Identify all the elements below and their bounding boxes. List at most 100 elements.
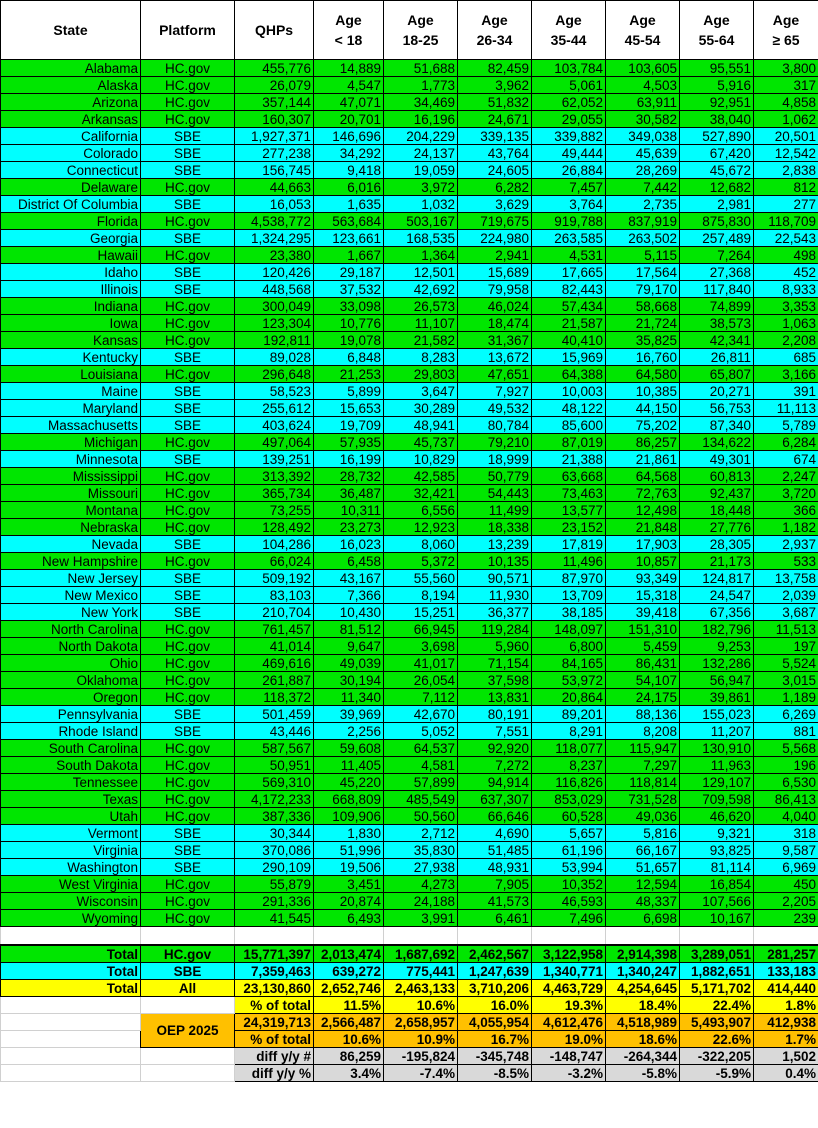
header-platform: Platform: [140, 0, 235, 60]
cell-platform: SBE: [140, 569, 235, 587]
cell-age-45-54: 86,257: [605, 433, 680, 451]
table-row: Florida HC.gov 4,538,772 563,684 503,167 719,…: [0, 212, 818, 230]
cell-age-45-54: 10,857: [605, 552, 680, 570]
cell-state: Vermont: [0, 824, 141, 842]
cell-age-45-54: 21,848: [605, 518, 680, 536]
total-state: Total: [0, 979, 141, 997]
cell-age-under-18: 19,506: [313, 858, 384, 876]
table-row: Missouri HC.gov 365,734 36,487 32,421 54,443 7…: [0, 484, 818, 502]
cell-age-under-18: 16,023: [313, 535, 384, 553]
cell-age-35-44: 11,496: [531, 552, 606, 570]
total-platform: HC.gov: [140, 944, 235, 963]
header-text: 26-34: [476, 32, 513, 48]
cell-age-under-18: 668,809: [313, 790, 384, 808]
cell-qhps: 469,616: [234, 654, 314, 672]
cell-age-55-64: 27,368: [679, 263, 754, 281]
cell-age-65-plus: 11,113: [753, 399, 818, 417]
cell-age-65-plus: 674: [753, 450, 818, 468]
cell-state: Hawaii: [0, 246, 141, 264]
table-row: District Of Columbia SBE 16,053 1,635 1,032 3…: [0, 195, 818, 213]
cell-platform: HC.gov: [140, 110, 235, 128]
cell-age-45-54: 54,107: [605, 671, 680, 689]
cell-age-26-34: 13,672: [457, 348, 532, 366]
cell-age-26-34: 18,474: [457, 314, 532, 332]
cell-age-35-44: 57,434: [531, 297, 606, 315]
header-qhps: QHPs: [234, 0, 314, 60]
cell-age-45-54: 118,814: [605, 773, 680, 791]
cell-platform: SBE: [140, 195, 235, 213]
diff-pct-row-age-35-44: -3.2%: [531, 1064, 606, 1082]
table-row: North Carolina HC.gov 761,457 81,512 66,945 1…: [0, 620, 818, 638]
cell-age-65-plus: 86,413: [753, 790, 818, 808]
cell-qhps: 43,446: [234, 722, 314, 740]
cell-qhps: 290,109: [234, 858, 314, 876]
cell-age-18-25: 29,803: [383, 365, 458, 383]
table-row: Montana HC.gov 73,255 10,311 6,556 11,499 13,5…: [0, 501, 818, 519]
table-row: Delaware HC.gov 44,663 6,016 3,972 6,282 7,457…: [0, 178, 818, 196]
table-row: North Dakota HC.gov 41,014 9,647 3,698 5,960 6…: [0, 637, 818, 655]
cell-age-26-34: 119,284: [457, 620, 532, 638]
cell-qhps: 26,079: [234, 76, 314, 94]
total-qhps: 23,130,860: [234, 979, 314, 997]
cell-platform: SBE: [140, 603, 235, 621]
cell-age-65-plus: 2,208: [753, 331, 818, 349]
cell-qhps: 509,192: [234, 569, 314, 587]
cell-age-26-34: 7,551: [457, 722, 532, 740]
cell-age-under-18: 49,039: [313, 654, 384, 672]
cell-state: Washington: [0, 858, 141, 876]
cell-age-55-64: 49,301: [679, 450, 754, 468]
empty-cell: [383, 926, 458, 946]
cell-age-55-64: 67,356: [679, 603, 754, 621]
total-age-18-25: 775,441: [383, 962, 458, 980]
cell-state: Kentucky: [0, 348, 141, 366]
header-age-45-54: Age 45-54: [605, 0, 680, 60]
cell-age-35-44: 89,201: [531, 705, 606, 723]
cell-age-45-54: 51,657: [605, 858, 680, 876]
cell-age-18-25: 32,421: [383, 484, 458, 502]
cell-age-under-18: 123,661: [313, 229, 384, 247]
cell-platform: HC.gov: [140, 59, 235, 77]
cell-state: Texas: [0, 790, 141, 808]
header-text: Platform: [159, 22, 216, 38]
cell-age-65-plus: 118,709: [753, 212, 818, 230]
cell-state: District Of Columbia: [0, 195, 141, 213]
cell-age-18-25: 21,582: [383, 331, 458, 349]
cell-age-65-plus: 317: [753, 76, 818, 94]
cell-age-45-54: 349,038: [605, 127, 680, 145]
cell-platform: HC.gov: [140, 807, 235, 825]
cell-age-18-25: 2,712: [383, 824, 458, 842]
cell-age-45-54: 86,431: [605, 654, 680, 672]
cell-platform: SBE: [140, 127, 235, 145]
cell-age-45-54: 44,150: [605, 399, 680, 417]
cell-platform: HC.gov: [140, 93, 235, 111]
cell-state: Colorado: [0, 144, 141, 162]
cell-age-45-54: 7,442: [605, 178, 680, 196]
cell-platform: SBE: [140, 144, 235, 162]
cell-state: Idaho: [0, 263, 141, 281]
cell-state: Massachusetts: [0, 416, 141, 434]
cell-platform: HC.gov: [140, 76, 235, 94]
table-row: Ohio HC.gov 469,616 49,039 41,017 71,154 84,16…: [0, 654, 818, 672]
cell-age-26-34: 11,499: [457, 501, 532, 519]
oep-row-age-35-44: 4,612,476: [531, 1013, 606, 1031]
diff-num-row-age-35-44: -148,747: [531, 1047, 606, 1065]
total-age-under-18: 639,272: [313, 962, 384, 980]
cell-age-18-25: 26,573: [383, 297, 458, 315]
cell-age-26-34: 94,914: [457, 773, 532, 791]
cell-age-65-plus: 3,015: [753, 671, 818, 689]
table-row: Louisiana HC.gov 296,648 21,253 29,803 47,651…: [0, 365, 818, 383]
cell-platform: SBE: [140, 858, 235, 876]
cell-state: Virginia: [0, 841, 141, 859]
cell-qhps: 1,927,371: [234, 127, 314, 145]
cell-age-26-34: 13,239: [457, 535, 532, 553]
cell-platform: HC.gov: [140, 518, 235, 536]
cell-qhps: 497,064: [234, 433, 314, 451]
table-row: Washington SBE 290,109 19,506 27,938 48,931 53…: [0, 858, 818, 876]
cell-state: Florida: [0, 212, 141, 230]
pct-total-row-age-26-34: 16.0%: [457, 996, 532, 1014]
cell-platform: HC.gov: [140, 178, 235, 196]
cell-age-55-64: 21,173: [679, 552, 754, 570]
cell-platform: HC.gov: [140, 314, 235, 332]
cell-platform: HC.gov: [140, 790, 235, 808]
total-age-45-54: 2,914,398: [605, 944, 680, 963]
